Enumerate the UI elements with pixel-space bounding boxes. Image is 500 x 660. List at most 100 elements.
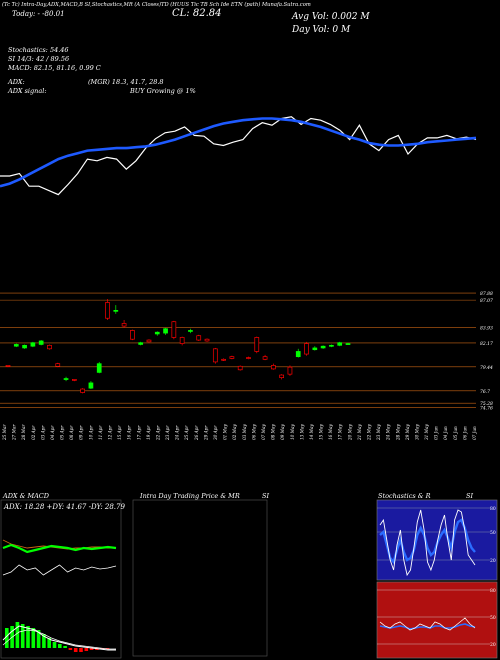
- adx-line: [2, 564, 117, 576]
- macd-histogram-bar: [5, 628, 9, 648]
- stochastics-readout: Stochastics: 54.46: [8, 46, 69, 54]
- x-axis-date-label: 28 Mar: [21, 424, 26, 441]
- x-axis-date-label: 12 Apr: [108, 425, 113, 440]
- signal-text: BUY Growing @ 1%: [130, 87, 196, 95]
- x-axis-date-label: 05 Apr: [60, 425, 65, 440]
- price-level-label: 79.44: [480, 365, 493, 371]
- x-axis-date-label: 09 Apr: [79, 425, 84, 440]
- macd-histogram-bar: [36, 630, 41, 648]
- stochastics-panel: [376, 499, 498, 581]
- x-axis-date-label: 09 May: [280, 424, 285, 440]
- macd-histogram-bar: [84, 648, 89, 651]
- candle-body: [337, 342, 343, 346]
- stoch-level-label: 50: [490, 530, 496, 536]
- x-axis-date-label: 07 May: [261, 424, 266, 440]
- macd-histogram-bar: [89, 648, 94, 650]
- candle-body: [47, 344, 52, 350]
- candle-body: [146, 339, 152, 343]
- x-axis-date-label: 16 Apr: [127, 425, 132, 440]
- intra-panel-si: SI: [262, 492, 270, 500]
- price-level-label: 76.7: [480, 389, 490, 395]
- rsi-smooth-line: [379, 623, 476, 630]
- x-axis-date-label: 04 Apr: [50, 425, 55, 440]
- candle-body: [287, 366, 293, 375]
- candle-body: [88, 382, 94, 389]
- macd-histogram-bar: [15, 622, 20, 648]
- adx-signal-label: ADX signal:: [8, 87, 47, 95]
- x-axis-date-label: 25 Mar: [2, 424, 7, 441]
- candle-body: [22, 344, 27, 349]
- x-axis-date-label: 29 May: [405, 424, 410, 441]
- x-axis-date-label: 15 Apr: [117, 425, 122, 440]
- x-axis-date-label: 06 May: [251, 424, 256, 440]
- stoch-d-line: [379, 518, 476, 565]
- x-axis-date-label: 28 May: [395, 424, 400, 441]
- candle-body: [295, 351, 301, 358]
- macd-histogram-bar: [20, 624, 25, 648]
- candle-body: [246, 357, 251, 359]
- x-axis-date-label: 02 Apr: [31, 425, 36, 440]
- rsi-level-label: 50: [490, 615, 496, 621]
- adx-values: (MGR) 18.3, 41.7, 28.8: [88, 78, 164, 86]
- candle-body: [221, 358, 226, 361]
- x-axis-date-label: 21 May: [357, 424, 362, 441]
- candle-body: [13, 344, 19, 347]
- price-level-label: 83.93: [480, 326, 493, 332]
- candle-body: [179, 337, 185, 344]
- macd-readout: MACD: 82.15, 81.16, 0.99 C: [8, 64, 101, 72]
- macd-histogram-bar: [42, 634, 46, 648]
- x-axis-date-label: 08 Apr: [69, 425, 74, 440]
- macd-histogram-bar: [105, 648, 110, 649]
- x-axis-date-label: 13 May: [299, 424, 304, 440]
- candle-body: [105, 302, 110, 319]
- candle-body: [188, 330, 193, 332]
- candle-body: [163, 328, 168, 334]
- x-axis-date-label: 23 May: [376, 424, 381, 441]
- candle-body: [329, 344, 334, 347]
- macd-histogram-bar: [68, 648, 73, 650]
- x-axis-date-label: 03 May: [242, 424, 247, 440]
- x-axis-date-label: 30 Apr: [213, 425, 218, 440]
- macd-histogram-bar: [10, 626, 14, 648]
- macd-histogram-bar: [100, 648, 104, 649]
- price-level-label: 74.76: [480, 406, 493, 412]
- candle-body: [154, 331, 160, 335]
- candle-body: [196, 335, 202, 341]
- candle-body: [312, 347, 318, 351]
- adx-minus-di-line: [2, 539, 116, 550]
- candle-body: [80, 388, 85, 393]
- x-axis-date-label: 20 May: [347, 424, 352, 441]
- candle-body: [38, 340, 44, 345]
- price-level-label: 87.07: [480, 298, 493, 304]
- macd-histogram-bar: [47, 638, 51, 648]
- stoch-level-label: 80: [490, 506, 496, 512]
- candle-body: [271, 365, 276, 370]
- x-axis-date-label: 07 Jun: [472, 426, 477, 440]
- x-axis-date-label: 24 Apr: [175, 425, 180, 441]
- macd-histogram-bar: [26, 626, 30, 648]
- adx-panel-frame: [0, 499, 122, 659]
- macd-signal-line: [2, 629, 116, 650]
- x-axis-date-label: 17 May: [338, 424, 343, 440]
- candle-body: [279, 374, 285, 379]
- candle-body: [254, 337, 260, 352]
- candle-body: [345, 343, 351, 345]
- adx-panel-title: ADX & MACD: [3, 492, 49, 500]
- x-axis-date-label: 02 May: [232, 424, 237, 440]
- x-axis-date-label: 19 Apr: [146, 425, 151, 440]
- candle-body: [71, 379, 77, 381]
- macd-histogram-bar: [79, 648, 83, 652]
- close-label: CL: 82.84: [172, 8, 222, 19]
- macd-histogram-bar: [52, 642, 57, 648]
- macd-histogram-bar: [73, 648, 78, 652]
- x-axis-date-label: 27 Mar: [12, 424, 17, 441]
- candle-body: [320, 345, 326, 349]
- intra-panel-title: Intra Day Trading Price & MR: [140, 492, 240, 500]
- candle-body: [237, 365, 243, 371]
- candle-body: [55, 363, 61, 367]
- macd-histogram-bar: [63, 646, 67, 648]
- price-line-series: [0, 116, 477, 196]
- x-axis-date-label: 10 May: [290, 424, 295, 440]
- x-axis-date-label: 08 May: [271, 424, 276, 440]
